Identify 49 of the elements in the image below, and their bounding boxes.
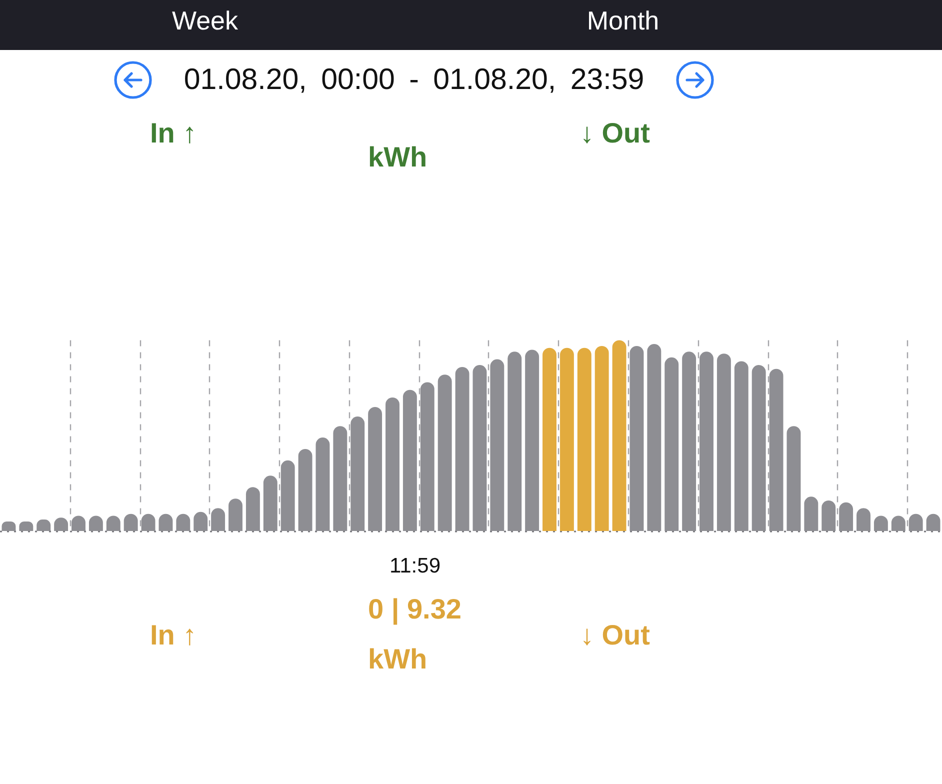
text: 0 | 9.32 [368,594,462,626]
bar [228,498,242,531]
text: kWh [368,644,428,676]
bar [752,365,766,531]
bar [612,340,626,531]
bar [472,365,487,531]
bar [316,438,330,531]
bar [263,476,278,531]
bar [560,348,574,531]
bar [386,397,400,531]
bar [786,426,801,531]
chart-title: 01.08.20, 00:00 - 01.08.20, 23:59 [184,62,644,96]
bar [211,508,226,531]
bar [594,346,609,531]
bar [630,346,644,531]
text: In ↑ [150,118,197,150]
bar [716,354,731,531]
bar [490,359,504,531]
bar [664,357,679,531]
bar [420,382,434,531]
bar [508,352,522,531]
bar [350,416,365,531]
bar [769,368,784,531]
text: kWh [368,142,428,174]
text: Week [172,6,238,36]
bar [856,508,870,531]
bar [402,390,417,531]
bar [700,352,714,531]
bar [734,361,748,531]
text: In ↑ [150,620,197,652]
bar [577,348,592,531]
bar [542,348,556,531]
text: Month [586,6,660,36]
bar [298,448,312,531]
bar [525,350,540,531]
text: ↓ Out [580,620,650,652]
bar [246,487,260,531]
bar [822,500,836,531]
text: 11:59 [390,554,440,578]
bar [839,502,854,531]
bar [682,352,696,531]
bar [333,426,348,531]
bar [280,460,295,531]
text: ↓ Out [580,118,650,150]
bar [804,496,818,531]
bar [368,407,382,531]
bar [438,374,452,531]
bar [647,344,662,531]
bar [455,366,470,531]
